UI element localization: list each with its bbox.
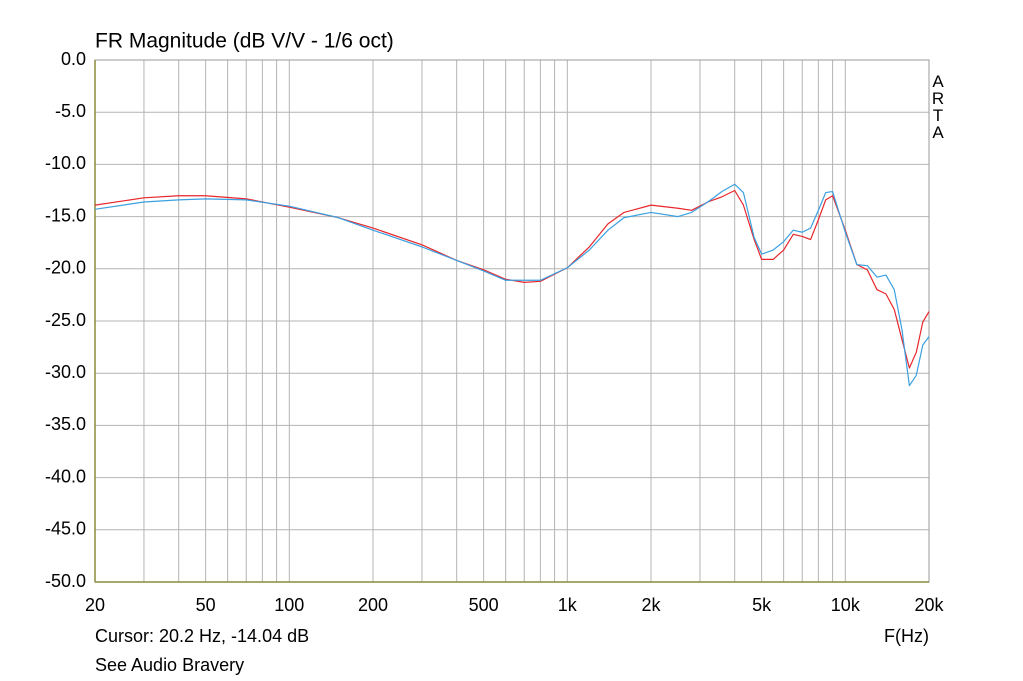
chart-title: FR Magnitude (dB V/V - 1/6 oct) bbox=[95, 30, 394, 53]
x-tick-label: 5k bbox=[752, 595, 772, 615]
y-tick-label: -10.0 bbox=[45, 153, 86, 173]
cursor-readout: Cursor: 20.2 Hz, -14.04 dB bbox=[95, 626, 309, 646]
y-tick-label: -5.0 bbox=[55, 101, 86, 121]
footer: See Audio Bravery bbox=[95, 655, 244, 675]
x-tick-label: 10k bbox=[831, 595, 861, 615]
y-tick-label: -25.0 bbox=[45, 310, 86, 330]
annotation: ARTA bbox=[929, 72, 948, 140]
y-tick-label: -15.0 bbox=[45, 205, 86, 225]
y-tick-label: -30.0 bbox=[45, 362, 86, 382]
y-tick-label: -50.0 bbox=[45, 571, 86, 591]
y-tick-label: -40.0 bbox=[45, 466, 86, 486]
x-tick-label: 1k bbox=[558, 595, 578, 615]
line-series bbox=[94, 189, 930, 369]
y-tick-label: 0.0 bbox=[61, 49, 86, 69]
line-series bbox=[94, 183, 930, 387]
x-tick-label: 2k bbox=[641, 595, 661, 615]
x-axis-label: F(Hz) bbox=[884, 626, 929, 646]
x-tick-label: 20 bbox=[85, 595, 105, 615]
x-tick-label: 200 bbox=[358, 595, 388, 615]
y-tick-label: -35.0 bbox=[45, 414, 86, 434]
x-tick-label: 20k bbox=[914, 595, 944, 615]
x-tick-label: 500 bbox=[469, 595, 499, 615]
y-tick-label: -20.0 bbox=[45, 258, 86, 278]
x-tick-label: 50 bbox=[196, 595, 216, 615]
x-tick-label: 100 bbox=[274, 595, 304, 615]
y-tick-label: -45.0 bbox=[45, 519, 86, 539]
